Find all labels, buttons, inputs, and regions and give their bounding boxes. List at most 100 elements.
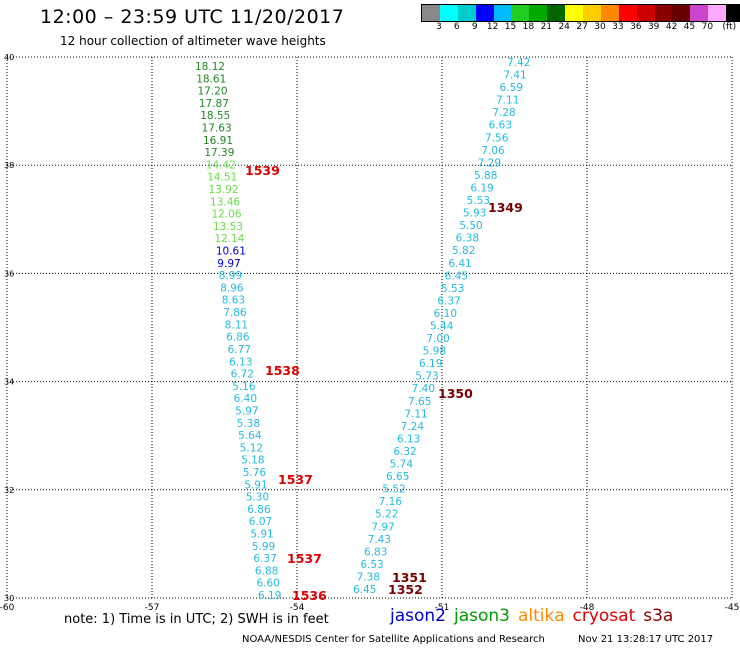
wave-height-label: 17.87 [199,98,229,110]
color-swatch [708,5,727,21]
pass-time-label: 1537 [287,551,322,566]
wave-height-label: 6.10 [434,308,457,320]
wave-height-label: 17.39 [204,147,234,159]
legend-entry: altika [518,606,565,626]
wave-height-label: 7.38 [357,571,380,583]
wave-height-label: 8.99 [219,270,242,282]
wave-height-label: 7.97 [371,521,394,533]
wave-height-label: 5.18 [241,455,264,467]
wave-height-label: 17.63 [202,123,232,135]
wave-height-label: 5.91 [250,528,273,540]
pass-time-label: 1539 [245,163,280,178]
latitude-tick-label: 32 [4,486,14,495]
legend-entry: s3a [643,606,674,626]
wave-height-label: 17.20 [198,86,228,98]
color-scale-label: 30 [594,22,606,32]
wave-height-label: 5.16 [232,381,256,393]
color-swatch [565,5,584,21]
latitude-tick-label: 36 [4,269,14,278]
color-swatch [511,5,530,21]
wave-height-label: 7.29 [478,157,501,169]
wave-height-label: 7.16 [379,496,403,508]
color-scale-label: 15 [504,22,517,32]
wave-height-label: 18.55 [200,110,230,122]
color-scale-label: 9 [471,22,478,32]
color-scale-label: 27 [576,22,588,32]
color-swatch [547,5,566,21]
wave-height-label: 7.06 [481,145,505,157]
wave-height-label: 5.88 [474,170,497,182]
wave-height-label: 6.60 [256,578,279,590]
color-swatch [422,5,440,21]
wave-height-label: 13.53 [213,221,243,233]
color-scale-label: 3 [436,22,442,32]
color-scale-label: 45 [683,22,696,32]
wave-height-label: 6.38 [456,233,479,245]
wave-height-label: 5.64 [238,430,262,442]
color-scale-label: 24 [558,22,570,32]
wave-height-label: 7.00 [426,333,449,345]
latitude-tick-label: 40 [4,53,14,62]
wave-height-label: 5.74 [390,459,414,471]
wave-height-label: 7.24 [401,421,425,433]
wave-height-label: 6.77 [228,344,251,356]
wave-height-label: 5.12 [240,442,263,454]
wave-height-label: 10.61 [216,246,246,258]
color-scale-label: 21 [540,22,553,32]
wave-height-label: 5.73 [415,371,438,383]
longitude-tick-label: -51 [435,603,450,613]
wave-height-label: 7.86 [223,307,247,319]
wave-height-label: 6.45 [445,270,468,282]
color-scale-label: 33 [612,22,624,32]
wave-height-label: 6.13 [229,356,252,368]
latitude-tick-label: 30 [4,594,14,603]
wave-height-label: 5.44 [430,321,454,333]
color-swatch [636,5,655,21]
wave-height-label: 5.52 [382,484,405,496]
wave-height-label: 6.63 [489,120,512,132]
wave-height-label: 14.42 [206,159,236,171]
pass-time-label: 1351 [392,570,427,585]
color-swatch [529,5,548,21]
color-scale-label: (ft) [722,22,737,32]
wave-height-label: 6.86 [247,504,271,516]
wave-height-label: 6.72 [231,369,254,381]
wave-height-label: 5.82 [452,245,475,257]
wave-height-label: 6.07 [249,516,272,528]
wave-height-label: 6.19 [258,590,281,602]
pass-time-label: 1536 [292,588,327,603]
longitude-tick-label: -54 [290,603,305,613]
wave-height-label: 5.91 [244,479,267,491]
wave-height-label: 6.59 [500,82,523,94]
color-swatch [618,5,637,21]
wave-height-label: 5.99 [252,541,275,553]
wave-height-label: 7.56 [485,132,509,144]
color-swatch [690,5,709,21]
wave-height-label: 7.65 [408,396,431,408]
wave-height-label: 5.98 [423,346,446,358]
wave-height-label: 6.41 [448,258,471,270]
wave-height-label: 6.19 [470,182,493,194]
longitude-tick-label: -57 [145,603,160,613]
latitude-tick-label: 34 [4,378,14,387]
wave-height-label: 5.53 [467,195,490,207]
wave-height-label: 7.40 [412,383,435,395]
wave-height-label: 8.63 [222,295,245,307]
wave-height-label: 13.46 [210,196,240,208]
color-swatch [457,5,476,21]
color-scale-label: 12 [486,22,499,32]
wave-height-label: 12.06 [211,209,241,221]
wave-height-label: 5.50 [459,220,482,232]
wave-height-label: 6.65 [386,471,409,483]
legend-entry: jason2 [390,606,446,626]
pass-time-label: 1349 [488,200,523,215]
footer-note: note: 1) Time is in UTC; 2) SWH is in fe… [64,612,329,627]
color-swatch [672,5,691,21]
color-swatch [654,5,673,21]
wave-height-label: 7.11 [496,95,519,107]
wave-height-label: 5.38 [237,418,260,430]
wave-height-label: 9.97 [217,258,240,270]
wave-height-label: 7.41 [503,70,526,82]
pass-time-label: 1537 [278,472,313,487]
